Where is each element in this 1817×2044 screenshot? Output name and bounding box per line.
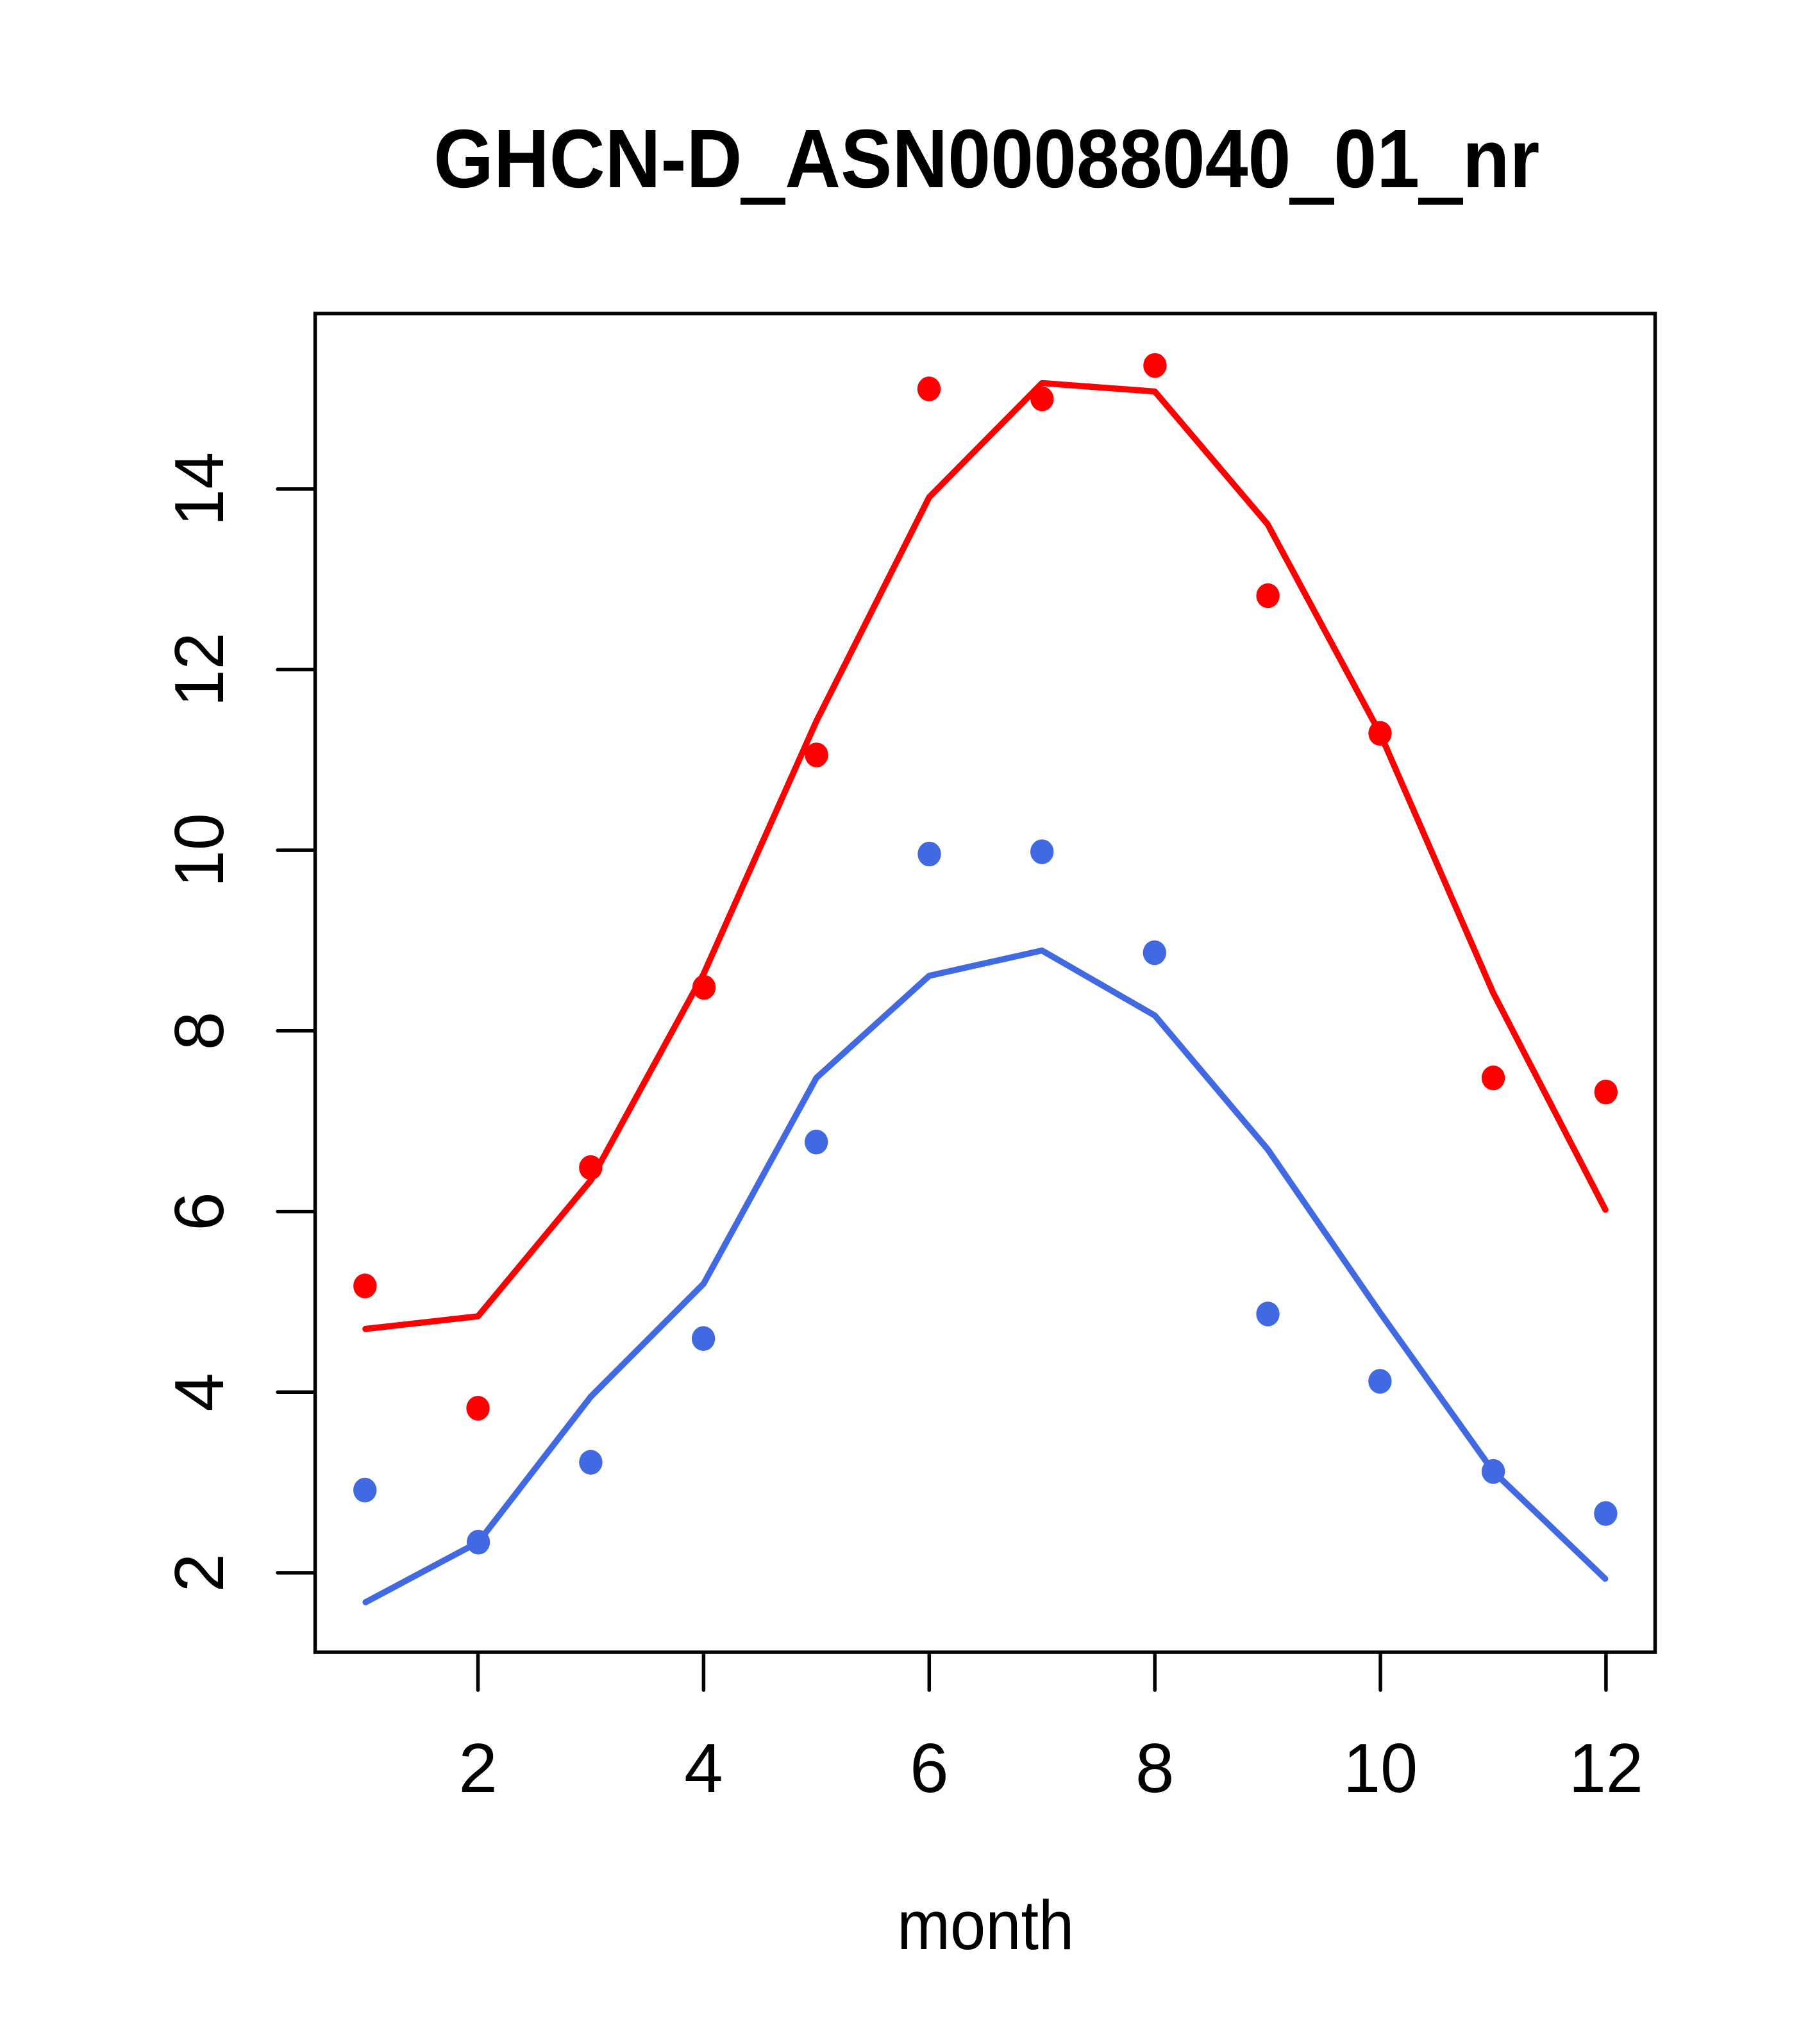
svg-text:14: 14 [160, 452, 239, 526]
svg-text:12: 12 [160, 632, 239, 707]
svg-text:10: 10 [1343, 1729, 1418, 1807]
svg-text:month: month [897, 1886, 1074, 1964]
svg-text:8: 8 [160, 1011, 239, 1050]
svg-text:GHCN-D_ASN00088040_01_nr: GHCN-D_ASN00088040_01_nr [433, 113, 1539, 205]
svg-text:4: 4 [160, 1373, 239, 1412]
svg-text:10: 10 [160, 813, 239, 887]
svg-text:4: 4 [684, 1729, 723, 1807]
svg-text:2: 2 [160, 1554, 239, 1593]
svg-text:8: 8 [1135, 1729, 1175, 1807]
svg-text:6: 6 [160, 1192, 239, 1231]
svg-text:2: 2 [458, 1729, 498, 1807]
svg-text:6: 6 [910, 1729, 949, 1807]
svg-text:12: 12 [1569, 1729, 1643, 1807]
